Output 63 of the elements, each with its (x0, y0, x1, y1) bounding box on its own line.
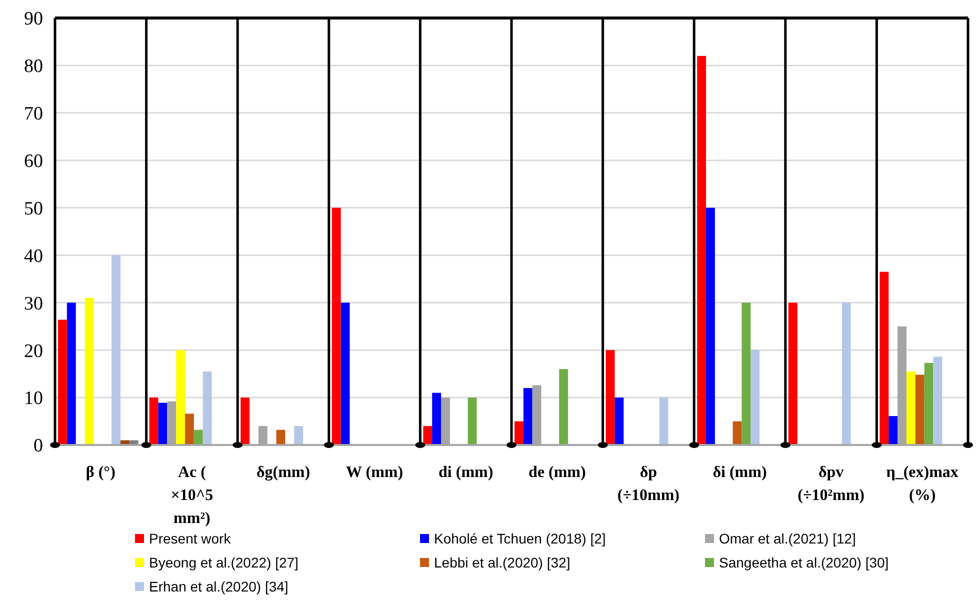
y-tick-label: 90 (24, 8, 43, 30)
legend-label: Present work (149, 530, 232, 546)
bar (888, 416, 898, 445)
bar (614, 398, 624, 445)
bar (933, 356, 942, 445)
bar (788, 302, 798, 445)
bar (184, 414, 194, 445)
bar (732, 421, 742, 445)
bar (332, 208, 341, 445)
legend-label: Lebbi et al.(2020) [32] (434, 554, 570, 570)
y-tick-label: 10 (24, 388, 43, 410)
bar (240, 398, 250, 445)
x-tick-label: δi (mm) (712, 464, 767, 481)
x-tick-label: δpv (÷10²mm) (798, 464, 864, 504)
y-tick-label: 0 (34, 436, 43, 457)
bar (66, 302, 76, 445)
bar (559, 369, 568, 445)
legend-label: Omar et al.(2021) [12] (719, 530, 856, 546)
x-tick-label: δg(mm) (256, 464, 310, 481)
y-tick-label: 60 (24, 150, 43, 172)
bar (659, 398, 668, 445)
legend-label: Koholé et Tchuen (2018) [2] (434, 530, 606, 546)
bar (194, 430, 203, 445)
bar (880, 272, 889, 445)
bar (468, 398, 477, 445)
bar (842, 302, 851, 445)
bar (606, 350, 615, 445)
bar (906, 371, 916, 445)
x-tick-label: δp (÷10mm) (617, 464, 680, 504)
bar (915, 374, 924, 445)
bar (706, 208, 715, 445)
bar (423, 426, 432, 445)
bar (697, 56, 706, 445)
bar (176, 350, 185, 445)
x-tick-label: de (mm) (528, 464, 586, 481)
bar (158, 402, 168, 445)
y-tick-label: 30 (24, 293, 43, 314)
bar (924, 362, 934, 445)
x-tick-label: η_(ex)max (%) (886, 464, 958, 504)
bar (750, 350, 760, 445)
x-tick-label: di (mm) (438, 464, 494, 481)
bar (340, 302, 350, 445)
bar (432, 392, 442, 445)
y-tick-label: 70 (24, 104, 43, 125)
x-tick-label: Ac ( ×10^5 mm²) (170, 464, 214, 527)
y-tick-label: 50 (24, 198, 43, 220)
y-tick-label: 40 (24, 246, 43, 267)
x-tick-label: β (°) (86, 464, 116, 481)
legend-label: Erhan et al.(2020) [34] (149, 578, 288, 594)
y-tick-label: 20 (24, 340, 43, 362)
x-tick-label: W (mm) (346, 464, 404, 481)
bar (112, 255, 120, 445)
legend-label: Byeong et al.(2022) [27] (149, 554, 298, 570)
bar (294, 426, 304, 445)
bar (149, 398, 158, 445)
bar (742, 302, 751, 445)
bar (84, 298, 94, 445)
y-tick-label: 80 (24, 56, 43, 78)
bar (523, 388, 532, 445)
bar (514, 421, 524, 445)
legend-label: Sangeetha et al.(2020) [30] (719, 554, 889, 570)
bar (58, 320, 67, 445)
bar (202, 371, 212, 445)
